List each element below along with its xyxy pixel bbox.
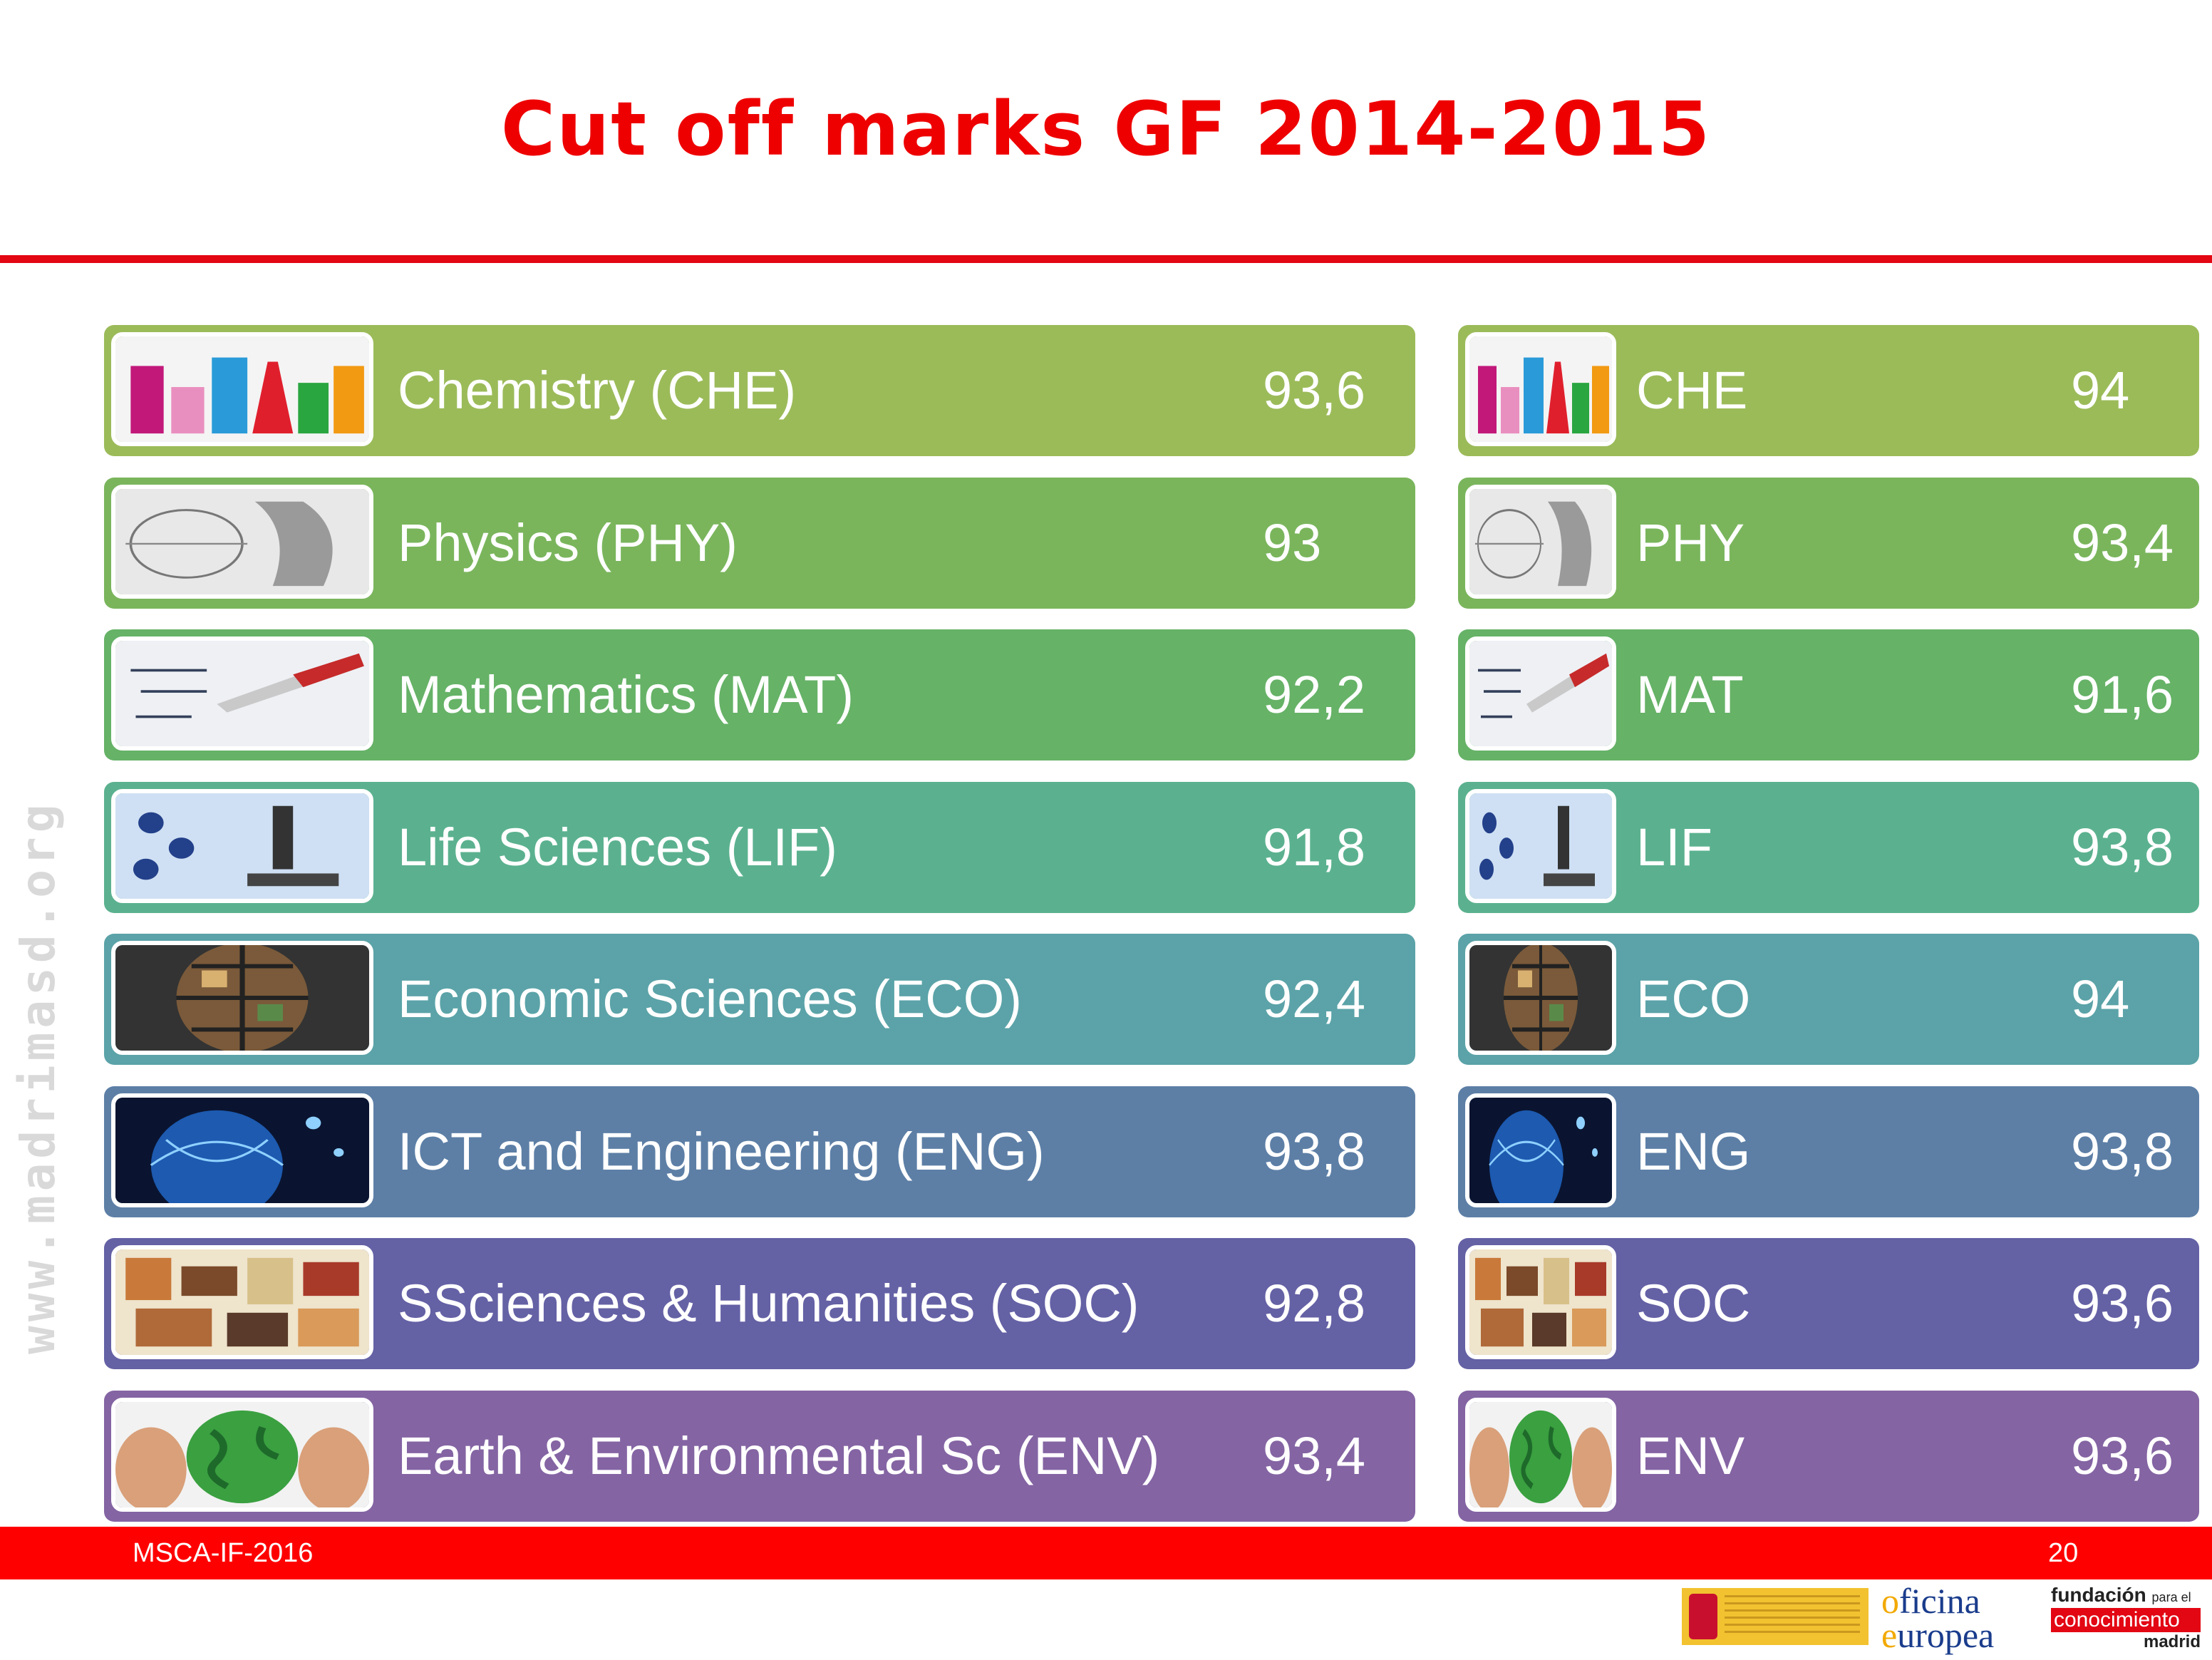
- network-globe-image: [1465, 1093, 1616, 1207]
- panel-label: Life Sciences (LIF): [398, 818, 837, 877]
- collage-image: [111, 1245, 373, 1359]
- network-globe-image: [111, 1093, 373, 1207]
- panel-label: ICT and Engineering (ENG): [398, 1122, 1045, 1181]
- cutoff-row-right: CHE 94: [1458, 325, 2199, 456]
- cutoff-row-left: Economic Sciences (ECO) 92,4: [104, 934, 1415, 1065]
- cutoff-row-left: Chemistry (CHE) 93,6: [104, 325, 1415, 456]
- microscope-image: [111, 789, 373, 903]
- cutoff-value: 93: [1263, 513, 1322, 572]
- cutoff-value: 92,2: [1263, 665, 1366, 724]
- physics-sketch-image: [111, 485, 373, 599]
- panel-label: SSciences & Humanities (SOC): [398, 1274, 1139, 1333]
- panel-label: Physics (PHY): [398, 513, 738, 572]
- panel-label: MAT: [1636, 665, 1744, 724]
- physics-sketch-image: [1465, 485, 1616, 599]
- cutoff-value: 93,4: [2071, 513, 2174, 572]
- oficina-europea-logo: oficina europea: [1881, 1581, 1995, 1655]
- chemistry-flasks-image: [111, 332, 373, 446]
- coat-of-arms-icon: [1689, 1594, 1717, 1639]
- page-number: 20: [2048, 1538, 2079, 1568]
- panel-label: LIF: [1636, 818, 1712, 877]
- cutoff-row-left: Physics (PHY) 93: [104, 478, 1415, 609]
- panel-label: PHY: [1636, 513, 1745, 572]
- panel-label: ENG: [1636, 1122, 1751, 1181]
- cutoff-row-right: LIF 93,8: [1458, 782, 2199, 913]
- photo-globe-image: [1465, 941, 1616, 1055]
- cutoff-row-right: PHY 93,4: [1458, 478, 2199, 609]
- panel-label: Mathematics (MAT): [398, 665, 854, 724]
- cutoff-row-right: ENV 93,6: [1458, 1391, 2199, 1522]
- panel-label: SOC: [1636, 1274, 1751, 1333]
- cutoff-value: 94: [2071, 361, 2130, 420]
- footer-program: MSCA-IF-2016: [133, 1538, 314, 1568]
- cutoff-row-right: SOC 93,6: [1458, 1238, 2199, 1369]
- cutoff-value: 93,6: [2071, 1274, 2174, 1333]
- cutoff-value: 93,8: [2071, 1122, 2174, 1181]
- cutoff-value: 93,8: [2071, 818, 2174, 877]
- cutoff-row-right: MAT 91,6: [1458, 629, 2199, 761]
- cutoff-row-left: ICT and Engineering (ENG) 93,8: [104, 1086, 1415, 1217]
- panel-label: Earth & Environmental Sc (ENV): [398, 1426, 1160, 1485]
- gobierno-espana-logo: [1682, 1588, 1869, 1645]
- cutoff-row-left: SSciences & Humanities (SOC) 92,8: [104, 1238, 1415, 1369]
- math-pen-image: [1465, 636, 1616, 751]
- panel-label: CHE: [1636, 361, 1748, 420]
- page-title: Cut off marks GF 2014-2015: [500, 86, 1712, 172]
- cutoff-row-right: ECO 94: [1458, 934, 2199, 1065]
- photo-globe-image: [111, 941, 373, 1055]
- watermark-url: www.madrimasd.org: [11, 800, 66, 1354]
- math-pen-image: [111, 636, 373, 751]
- cutoff-value: 91,8: [1263, 818, 1366, 877]
- panel-label: ECO: [1636, 969, 1751, 1029]
- ministry-text-graphic: [1725, 1595, 1860, 1638]
- earth-hands-image: [1465, 1398, 1616, 1512]
- fundacion-logo: fundación para el conocimiento madrid: [2051, 1584, 2201, 1651]
- cutoff-value: 93,4: [1263, 1426, 1366, 1485]
- cutoff-value: 93,6: [1263, 361, 1366, 420]
- panel-label: Economic Sciences (ECO): [398, 969, 1022, 1029]
- cutoff-value: 94: [2071, 969, 2130, 1029]
- cutoff-value: 93,6: [2071, 1426, 2174, 1485]
- panel-label: Chemistry (CHE): [398, 361, 797, 420]
- cutoff-value: 92,8: [1263, 1274, 1366, 1333]
- title-divider: [0, 255, 2212, 263]
- cutoff-row-left: Life Sciences (LIF) 91,8: [104, 782, 1415, 913]
- microscope-image: [1465, 789, 1616, 903]
- cutoff-row-left: Mathematics (MAT) 92,2: [104, 629, 1415, 761]
- cutoff-value: 92,4: [1263, 969, 1366, 1029]
- cutoff-value: 91,6: [2071, 665, 2174, 724]
- cutoff-row-left: Earth & Environmental Sc (ENV) 93,4: [104, 1391, 1415, 1522]
- chemistry-flasks-image: [1465, 332, 1616, 446]
- collage-image: [1465, 1245, 1616, 1359]
- cutoff-value: 93,8: [1263, 1122, 1366, 1181]
- panel-label: ENV: [1636, 1426, 1745, 1485]
- cutoff-row-right: ENG 93,8: [1458, 1086, 2199, 1217]
- earth-hands-image: [111, 1398, 373, 1512]
- footer-bar: MSCA-IF-2016 20: [0, 1527, 2212, 1579]
